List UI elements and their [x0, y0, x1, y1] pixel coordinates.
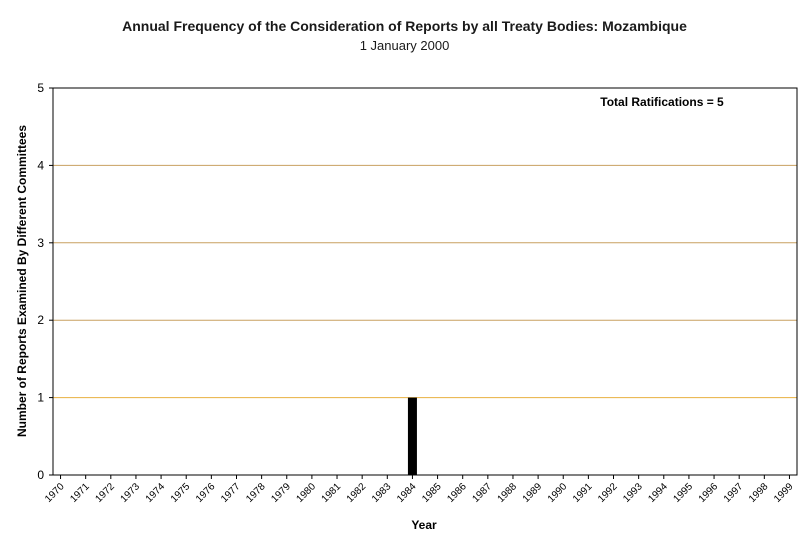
x-tick-label-1997: 1997 [722, 481, 746, 505]
x-tick-label-1975: 1975 [169, 481, 193, 505]
x-tick-label-1979: 1979 [269, 481, 293, 505]
plot-frame [52, 87, 798, 476]
y-tick-label-2: 2 [37, 313, 44, 327]
x-tick-label-1990: 1990 [546, 481, 570, 505]
y-tick-label-3: 3 [37, 236, 44, 250]
x-tick-label-1999: 1999 [772, 481, 796, 505]
x-tick-label-1991: 1991 [571, 481, 595, 505]
x-tick-label-1973: 1973 [119, 481, 143, 505]
x-tick-label-1974: 1974 [144, 481, 168, 505]
x-tick-label-1992: 1992 [596, 481, 620, 505]
bar-1984 [407, 397, 417, 475]
x-tick-label-1996: 1996 [697, 481, 721, 505]
x-tick-label-1977: 1977 [219, 481, 243, 505]
x-tick-label-1995: 1995 [672, 481, 696, 505]
y-axis-title: Number of Reports Examined By Different … [15, 125, 29, 437]
x-tick-label-1970: 1970 [43, 481, 67, 505]
x-tick-label-1978: 1978 [244, 481, 268, 505]
x-axis-title: Year [411, 518, 437, 532]
x-tick-label-1994: 1994 [646, 481, 670, 505]
x-tick-label-1984: 1984 [395, 481, 419, 505]
y-tick-label-0: 0 [37, 468, 44, 482]
x-tick-label-1983: 1983 [370, 481, 394, 505]
y-tick-label-5: 5 [37, 81, 44, 95]
chart-title: Annual Frequency of the Consideration of… [122, 18, 687, 34]
x-tick-label-1987: 1987 [470, 481, 494, 505]
x-tick-label-1985: 1985 [420, 481, 444, 505]
x-tick-label-1989: 1989 [521, 481, 545, 505]
x-tick-label-1980: 1980 [295, 481, 319, 505]
x-tick-label-1981: 1981 [320, 481, 344, 505]
x-tick-label-1972: 1972 [93, 481, 117, 505]
y-tick-label-4: 4 [37, 158, 44, 172]
x-tick-label-1998: 1998 [747, 481, 771, 505]
x-tick-label-1988: 1988 [496, 481, 520, 505]
y-tick-label-1: 1 [37, 391, 44, 405]
total-ratifications-annotation: Total Ratifications = 5 [600, 95, 724, 109]
x-tick-label-1982: 1982 [345, 481, 369, 505]
x-tick-label-1971: 1971 [68, 481, 92, 505]
x-tick-label-1986: 1986 [445, 481, 469, 505]
chart-subtitle: 1 January 2000 [359, 38, 450, 53]
x-tick-label-1993: 1993 [621, 481, 645, 505]
x-tick-label-1976: 1976 [194, 481, 218, 505]
